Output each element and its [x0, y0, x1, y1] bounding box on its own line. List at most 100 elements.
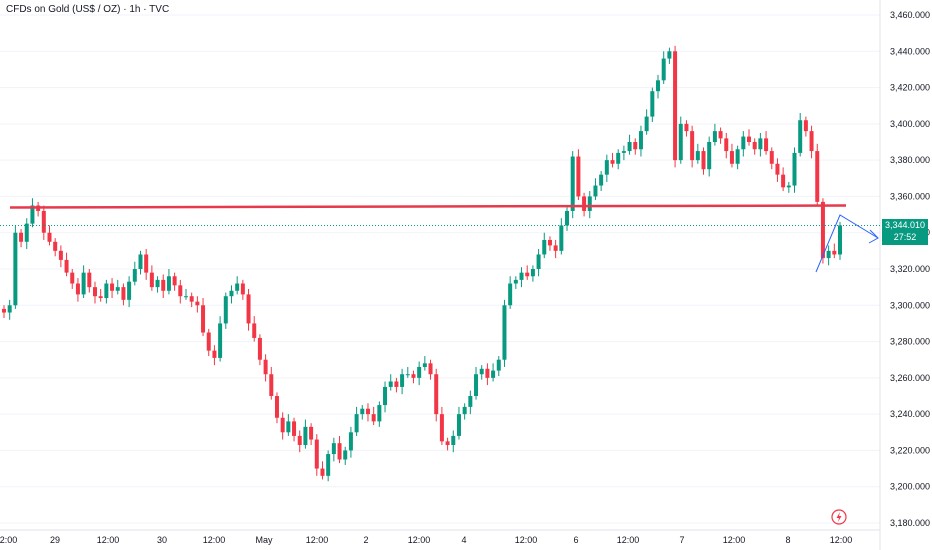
candle-body [331, 443, 336, 455]
candle-body [149, 272, 154, 288]
candle-body [75, 283, 80, 295]
candle-body [468, 396, 473, 407]
candle-body [542, 239, 547, 255]
candle-body [638, 131, 643, 150]
candle-body [240, 283, 245, 295]
candle-body [377, 405, 382, 422]
candle-body [644, 116, 649, 132]
candle-body [707, 142, 712, 170]
candle-body [593, 185, 598, 197]
time-axis-label: 7 [679, 535, 684, 545]
candle-body [496, 359, 501, 371]
candle-body [752, 142, 757, 150]
candle-body [479, 368, 484, 375]
candle-body [491, 370, 496, 378]
candle-body [41, 210, 46, 233]
time-axis-label: 12:00 [97, 535, 120, 545]
candle-body [604, 160, 609, 175]
candle-body [81, 272, 86, 295]
price-axis-label: 3,380.000 [890, 155, 930, 165]
candle-body [673, 51, 678, 161]
candle-body [383, 386, 388, 406]
candle-body [280, 417, 285, 433]
candle-body [701, 151, 706, 170]
candle-body [19, 232, 24, 242]
candle-body [587, 196, 592, 211]
price-axis-label: 3,320.000 [890, 264, 930, 274]
projection-arrow [815, 214, 879, 273]
candle-body [815, 151, 820, 202]
candle-body [462, 406, 467, 415]
candle-body [263, 359, 268, 375]
candle-body [132, 269, 137, 282]
candle-body [434, 374, 439, 415]
candle-body [610, 160, 615, 164]
lightning-icon[interactable] [831, 509, 847, 525]
time-axis-label: 12:00 [0, 535, 17, 545]
candle-body [485, 368, 490, 378]
candle-body [838, 225, 842, 255]
candle-body [508, 283, 513, 306]
candle-body [320, 468, 325, 476]
candle-body [445, 441, 450, 445]
candle-body [400, 374, 405, 387]
candle-body [229, 290, 234, 297]
candle-body [183, 296, 188, 298]
candle-body [246, 294, 251, 324]
time-axis-label: 29 [50, 535, 60, 545]
candle-body [502, 305, 507, 360]
candle-body [820, 201, 825, 259]
candle-body [178, 285, 183, 297]
candle-body [599, 174, 604, 186]
candle-body [474, 374, 479, 396]
price-axis-label: 3,220.000 [890, 445, 930, 455]
current-price-tag: 3,344.010 27:52 [882, 219, 928, 246]
time-axis-label: 12:00 [515, 535, 538, 545]
price-axis-label: 3,280.000 [890, 337, 930, 347]
candle-body [439, 414, 444, 442]
candle-body [257, 337, 262, 360]
candle-body [121, 287, 126, 300]
candle-body [195, 301, 200, 306]
candle-body [70, 272, 75, 284]
time-axis-label: 12:00 [408, 535, 431, 545]
current-price-value: 3,344.010 [884, 220, 926, 231]
candle-body [189, 296, 194, 302]
candle-body [809, 131, 814, 152]
candle-body [456, 414, 461, 436]
candle-body [422, 363, 427, 367]
candle-body [314, 439, 319, 469]
candle-body [667, 51, 672, 59]
candle-body [650, 91, 655, 117]
candle-body [769, 151, 774, 164]
candle-body [2, 308, 6, 313]
time-axis-label: 8 [785, 535, 790, 545]
candle-body [553, 245, 558, 251]
chart-title: CFDs on Gold (US$ / OZ) · 1h · TVC [6, 4, 170, 15]
candle-body [144, 254, 149, 273]
candle-body [798, 120, 803, 153]
candle-body [326, 454, 331, 476]
candle-body [718, 131, 723, 139]
candle-body [661, 58, 666, 81]
candle-body [337, 443, 342, 460]
candle-body [201, 305, 206, 333]
price-axis-label: 3,240.000 [890, 409, 930, 419]
price-axis-label: 3,440.000 [890, 46, 930, 56]
candle-body [536, 254, 541, 269]
candle-body [348, 432, 353, 451]
candle-body [115, 287, 120, 291]
candle-body [269, 374, 274, 396]
candle-body [87, 272, 92, 288]
candle-body [218, 323, 223, 358]
candle-body [411, 374, 416, 378]
time-axis-label: 6 [573, 535, 578, 545]
candle-body [695, 151, 700, 161]
candle-body [206, 332, 211, 351]
candle-body [64, 259, 69, 273]
candle-body [803, 120, 808, 132]
candle-body [576, 156, 581, 197]
candle-body [360, 408, 365, 415]
candle-body [354, 414, 359, 433]
